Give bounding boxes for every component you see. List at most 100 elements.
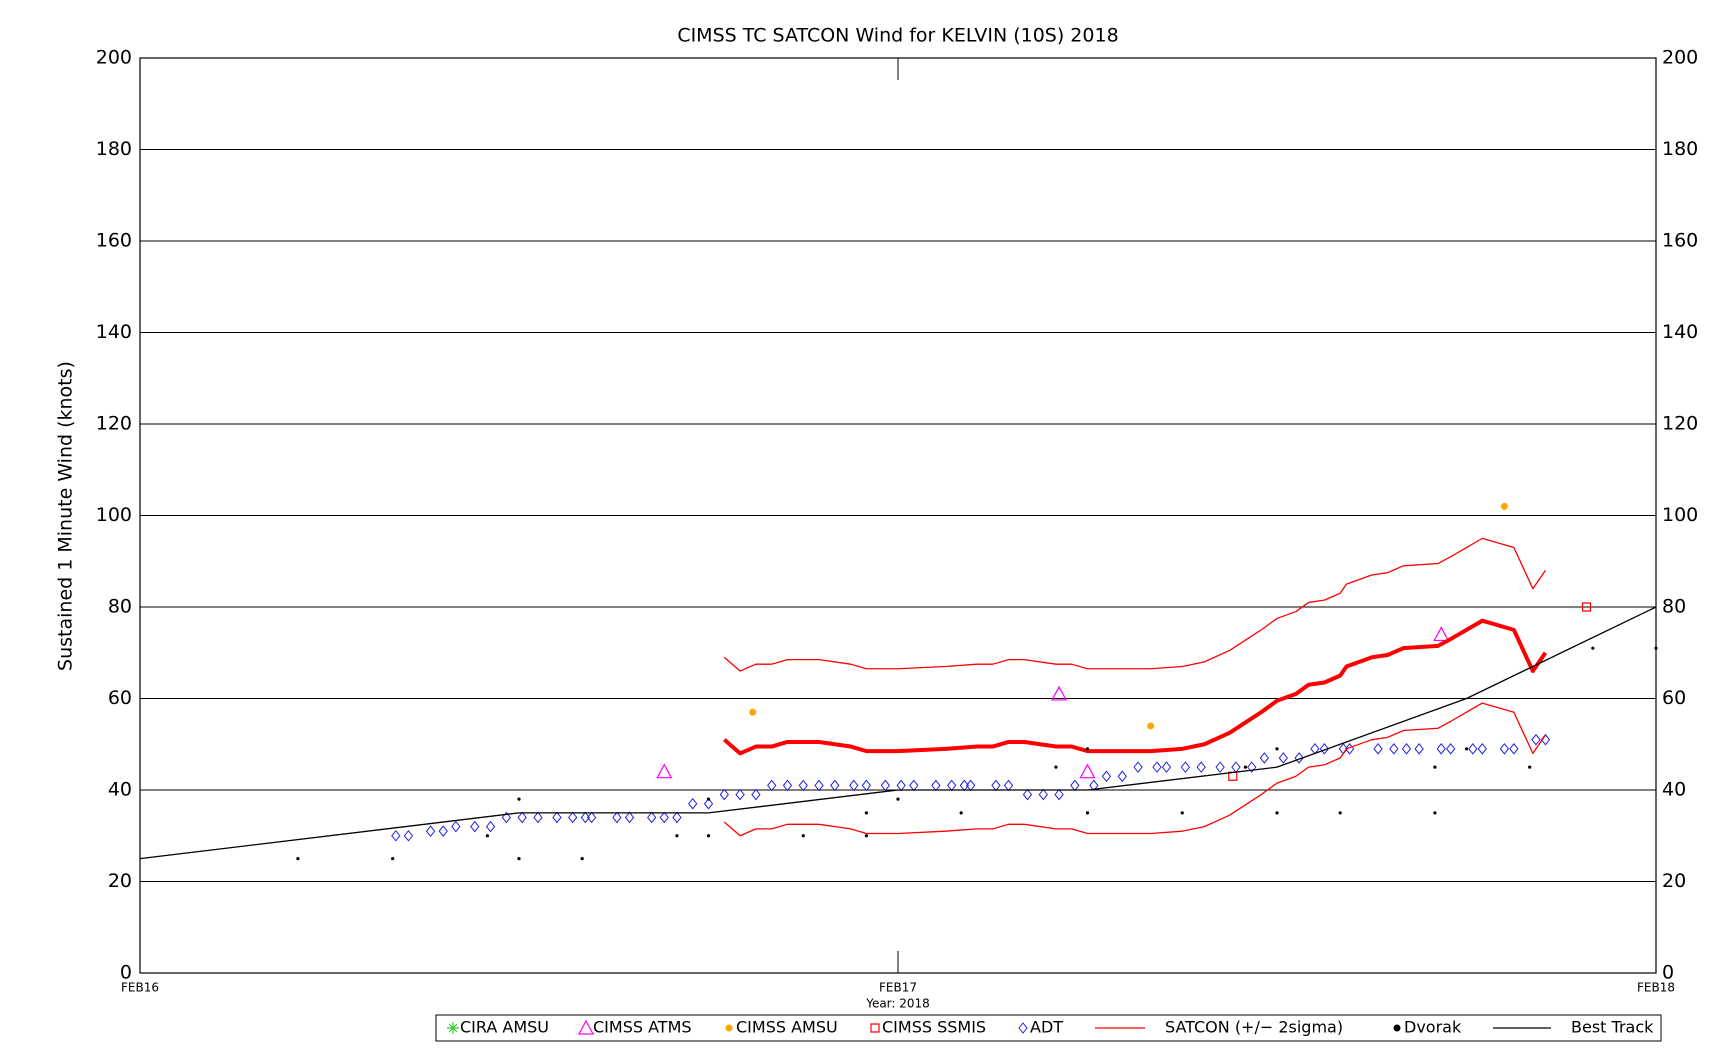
diamond-marker bbox=[425, 825, 436, 837]
y2-tick-label: 80 bbox=[1662, 596, 1686, 618]
dot-marker bbox=[864, 834, 869, 838]
legend-label: SATCON (+/− 2sigma) bbox=[1165, 1018, 1343, 1037]
y2-tick-label: 20 bbox=[1662, 870, 1686, 892]
diamond-marker bbox=[533, 811, 543, 824]
diamond-marker bbox=[1180, 761, 1191, 773]
plot-frame bbox=[139, 57, 1657, 974]
dot-marker bbox=[1275, 747, 1279, 751]
y-tick-label: 160 bbox=[96, 230, 132, 252]
y-tick-label: 0 bbox=[120, 962, 132, 984]
y2-tick-label: 100 bbox=[1662, 504, 1698, 526]
diamond-marker bbox=[403, 829, 414, 842]
circle-marker bbox=[749, 708, 757, 716]
diamond-marker bbox=[1294, 752, 1304, 764]
square-marker bbox=[870, 1023, 880, 1033]
diamond-marker bbox=[880, 779, 891, 792]
series-line bbox=[723, 702, 1546, 837]
y2-tick-label: 160 bbox=[1662, 230, 1698, 252]
circle-marker bbox=[1393, 1024, 1401, 1032]
legend-label: CIMSS ATMS bbox=[593, 1018, 692, 1037]
chart-title: CIMSS TC SATCON Wind for KELVIN (10S) 20… bbox=[677, 25, 1118, 47]
diamond-marker bbox=[1499, 743, 1510, 755]
diamond-marker bbox=[849, 779, 859, 792]
y-tick-label: 80 bbox=[108, 596, 132, 618]
diamond-marker bbox=[517, 811, 527, 824]
diamond-marker bbox=[703, 797, 714, 810]
dot-marker bbox=[864, 811, 869, 815]
dot-marker bbox=[1433, 811, 1437, 815]
diamond-marker bbox=[391, 829, 401, 842]
diamond-marker bbox=[1319, 743, 1330, 755]
diamond-marker bbox=[1101, 770, 1112, 783]
circle-marker bbox=[725, 1024, 733, 1032]
diamond-marker bbox=[767, 779, 777, 792]
dot-marker bbox=[706, 797, 711, 801]
y-tick-label: 60 bbox=[108, 687, 132, 709]
diamond-marker bbox=[580, 811, 590, 824]
triangle-marker bbox=[1051, 685, 1068, 701]
y-tick-label: 120 bbox=[96, 413, 132, 435]
diamond-marker bbox=[798, 779, 808, 792]
dot-marker bbox=[1591, 646, 1595, 650]
y-tick-label: 200 bbox=[96, 47, 132, 69]
y-tick-label: 140 bbox=[96, 321, 132, 343]
y2-tick-label: 40 bbox=[1662, 779, 1686, 801]
diamond-marker bbox=[1531, 733, 1541, 746]
diamond-marker bbox=[1401, 743, 1412, 755]
diamond-marker bbox=[688, 797, 698, 810]
diamond-marker bbox=[451, 820, 461, 833]
diamond-marker bbox=[1054, 788, 1064, 801]
dot-marker bbox=[706, 834, 711, 838]
y-tick-label: 20 bbox=[108, 870, 132, 892]
dot-marker bbox=[1464, 747, 1469, 751]
diamond-marker bbox=[830, 779, 840, 792]
diamond-marker bbox=[1373, 743, 1383, 755]
y-tick-label: 40 bbox=[108, 779, 132, 801]
diamond-marker bbox=[1022, 788, 1033, 801]
dot-marker bbox=[485, 834, 490, 838]
legend-label: CIMSS SSMIS bbox=[882, 1018, 986, 1037]
diamond-marker bbox=[1089, 779, 1099, 792]
y2-tick-label: 200 bbox=[1662, 47, 1698, 69]
diamond-marker bbox=[782, 779, 793, 792]
series-line bbox=[723, 537, 1546, 672]
diamond-marker bbox=[1196, 761, 1206, 773]
x-axis-label: Year: 2018 bbox=[865, 997, 930, 1011]
diamond-marker bbox=[1278, 752, 1288, 764]
diamond-marker bbox=[1509, 743, 1519, 755]
triangle-marker bbox=[1079, 763, 1096, 779]
diamond-marker bbox=[1161, 761, 1172, 773]
dot-marker bbox=[1180, 811, 1184, 815]
diamond-marker bbox=[1468, 743, 1478, 755]
dot-marker bbox=[1085, 811, 1090, 815]
y-axis-label: Sustained 1 Minute Wind (knots) bbox=[55, 361, 77, 671]
dot-marker bbox=[517, 797, 521, 801]
diamond-marker bbox=[1133, 761, 1143, 773]
triangle-marker bbox=[1433, 626, 1450, 642]
diamond-marker bbox=[814, 779, 824, 792]
y2-tick-label: 140 bbox=[1662, 321, 1698, 343]
y2-tick-label: 180 bbox=[1662, 138, 1698, 160]
dot-marker bbox=[959, 811, 963, 815]
asterisk-marker bbox=[447, 1022, 459, 1034]
circle-marker bbox=[1147, 722, 1155, 730]
diamond-marker bbox=[719, 788, 729, 801]
diamond-marker bbox=[861, 779, 872, 792]
diamond-marker bbox=[438, 825, 448, 837]
diamond-marker bbox=[1436, 743, 1446, 755]
diamond-marker bbox=[659, 811, 669, 824]
diamond-marker bbox=[1215, 761, 1225, 773]
triangle-marker bbox=[577, 1019, 595, 1035]
series-line bbox=[722, 618, 1548, 756]
dot-marker bbox=[896, 797, 900, 801]
x-tick-label: FEB18 bbox=[1637, 981, 1675, 995]
dot-marker bbox=[1338, 811, 1342, 815]
diamond-marker bbox=[1018, 1022, 1028, 1034]
dot-marker bbox=[675, 834, 679, 838]
diamond-marker bbox=[1259, 752, 1270, 764]
diamond-marker bbox=[624, 811, 635, 824]
diamond-marker bbox=[735, 788, 745, 801]
dot-marker bbox=[1433, 765, 1437, 769]
